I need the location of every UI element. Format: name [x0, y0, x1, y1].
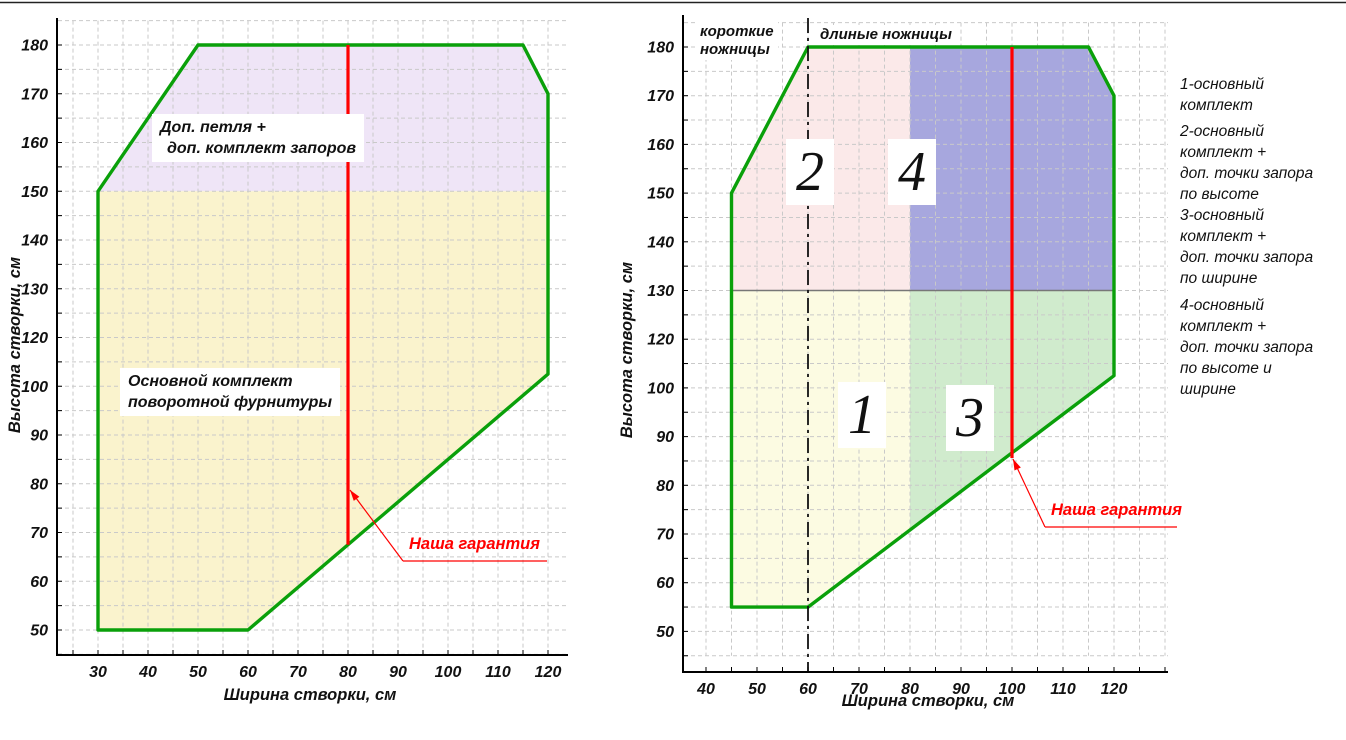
left-x-tick-label: 100	[435, 664, 462, 681]
legend-line: доп. точки запора	[1180, 249, 1314, 266]
legend-line: доп. точки запора	[1180, 165, 1314, 182]
right-y-tick-label: 180	[647, 40, 674, 57]
region-label-line: Доп. петля +	[160, 119, 266, 136]
left-x-tick-label: 90	[389, 664, 407, 681]
right-x-tick-label: 60	[799, 681, 817, 698]
right-y-tick-label: 90	[656, 429, 674, 446]
legend-item-2: 2-основный комплект + доп. точки запора …	[1180, 121, 1345, 205]
region-label-line: доп. комплект запоров	[167, 140, 357, 157]
left-y-axis-title: Высота створки, см	[6, 256, 24, 434]
right-x-tick-label: 40	[696, 681, 715, 698]
right-x-tick-label: 120	[1101, 681, 1128, 698]
right-x-tick-label: 100	[999, 681, 1026, 698]
guarantee-annotation-right: Наша гарантия	[1051, 501, 1182, 519]
left-y-tick-label: 70	[30, 525, 48, 542]
zone-2-number: 2	[786, 139, 834, 205]
left-y-tick-label: 180	[21, 38, 48, 55]
legend-line: доп. точки запора	[1180, 339, 1314, 356]
right-y-tick-label: 70	[656, 527, 674, 544]
right-allowed-area-outline	[729, 45, 1116, 609]
right-annotation-arrowhead	[1013, 459, 1021, 471]
right-y-tick-label: 100	[647, 380, 674, 397]
legend-line: комплект +	[1180, 228, 1267, 245]
zone-3-number: 3	[946, 385, 994, 451]
zone-4-number: 4	[888, 139, 936, 205]
right-y-tick-label: 50	[656, 624, 674, 641]
region-label-dop-petlya: Доп. петля + доп. комплект запоров	[152, 114, 365, 162]
left-y-tick-label: 120	[21, 330, 48, 347]
left-y-tick-label: 90	[30, 428, 48, 445]
right-x-tick-label: 70	[850, 681, 868, 698]
left-annotation-arrowhead	[350, 490, 360, 501]
right-region-zone-1	[731, 290, 910, 608]
left-x-tick-label: 120	[535, 664, 562, 681]
left-y-tick-label: 100	[21, 379, 48, 396]
legend-line: по ширине	[1180, 270, 1258, 287]
left-x-tick-label: 60	[239, 664, 257, 681]
legend-line: по высоте и	[1180, 360, 1272, 377]
legend-line: 2-основный	[1180, 123, 1264, 140]
left-x-axis-title: Ширина створки, см	[223, 686, 397, 704]
left-x-tick-label: 30	[89, 664, 107, 681]
right-y-tick-label: 130	[647, 283, 674, 300]
zone-1-number: 1	[838, 382, 886, 448]
left-x-tick-label: 80	[339, 664, 357, 681]
right-y-tick-label: 60	[656, 575, 674, 592]
right-y-tick-label: 170	[647, 88, 674, 105]
legend-item-1: 1-основный комплект	[1180, 74, 1345, 116]
right-x-tick-label: 80	[901, 681, 919, 698]
region-label-line: поворотной фурнитуры	[128, 394, 333, 411]
legend-line: 3-основный	[1180, 207, 1264, 224]
right-y-axis-title: Высота створки, см	[618, 261, 636, 439]
legend-line: комплект +	[1180, 318, 1267, 335]
left-y-tick-label: 130	[21, 281, 48, 298]
label-line: ножницы	[700, 41, 770, 58]
region-label-line: Основной комплект	[128, 373, 293, 390]
legend-line: комплект +	[1180, 144, 1267, 161]
left-y-tick-label: 80	[30, 476, 48, 493]
right-x-axis-title: Ширина створки, см	[841, 692, 1015, 710]
left-x-tick-label: 110	[485, 664, 511, 681]
left-x-tick-label: 70	[289, 664, 307, 681]
left-y-tick-label: 50	[30, 623, 48, 640]
legend-line: комплект	[1180, 97, 1253, 114]
legend-line: 1-основный	[1180, 76, 1264, 93]
right-x-tick-label: 90	[952, 681, 970, 698]
left-y-tick-label: 160	[21, 135, 48, 152]
left-y-tick-label: 60	[30, 574, 48, 591]
left-y-tick-label: 170	[21, 86, 48, 103]
legend-line: 4-основный	[1180, 297, 1264, 314]
label-short-scissors: короткие ножницы	[696, 22, 778, 60]
right-x-tick-label: 50	[748, 681, 766, 698]
legend-item-4: 4-основный комплект + доп. точки запора …	[1180, 295, 1345, 400]
left-x-tick-label: 40	[138, 664, 157, 681]
right-y-tick-label: 140	[647, 234, 674, 251]
right-annotation-leader	[1012, 458, 1046, 528]
left-y-tick-label: 150	[21, 184, 48, 201]
right-x-tick-label: 110	[1050, 681, 1076, 698]
label-long-scissors: длиные ножницы	[816, 25, 956, 45]
right-y-tick-label: 160	[647, 137, 674, 154]
legend-line: ширине	[1180, 381, 1236, 398]
legend-line: по высоте	[1180, 186, 1259, 203]
left-annotation-leader	[349, 489, 404, 562]
label-line: короткие	[700, 23, 774, 40]
guarantee-annotation-left: Наша гарантия	[409, 535, 540, 553]
region-label-osnovnoy: Основной комплект поворотной фурнитуры	[120, 368, 341, 416]
right-y-tick-label: 80	[656, 478, 674, 495]
left-x-tick-label: 50	[189, 664, 207, 681]
left-allowed-area-outline	[96, 43, 550, 632]
right-y-tick-label: 150	[647, 186, 674, 203]
right-y-tick-label: 120	[647, 332, 674, 349]
left-y-tick-label: 140	[21, 233, 48, 250]
legend-item-3: 3-основный комплект + доп. точки запора …	[1180, 205, 1345, 289]
